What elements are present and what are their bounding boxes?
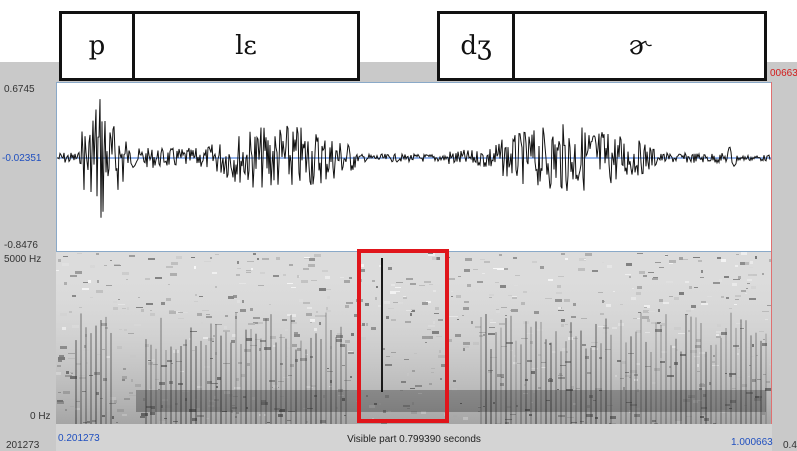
clipped-start-label: 201273 [6,440,40,451]
waveform-trace [57,99,771,218]
spectrogram-graph [56,252,772,424]
right-boundary-line [771,82,772,424]
spectrogram-shading [56,252,772,424]
wave-min-label: -0.8476 [4,240,38,251]
spectrogram-panel[interactable] [56,252,772,424]
selection-highlight[interactable] [357,249,449,423]
waveform-panel[interactable] [56,82,772,252]
segment-label: dʒ [460,31,492,61]
segment-label: p [88,31,106,61]
right-axis-gutter [772,62,797,451]
timeline-end: 1.000663 [731,437,773,448]
timeline-bar[interactable]: 0.201273 Visible part 0.799390 seconds 1… [56,424,773,451]
segment-label: lɛ [235,31,257,61]
segment-er[interactable]: ɚ [512,11,767,81]
segment-label: ɚ [628,31,651,61]
spectrogram-min-label: 0 Hz [30,411,51,422]
left-axis-gutter [0,62,56,451]
spectrogram-max-label: 5000 Hz [4,254,42,265]
segment-le[interactable]: lɛ [132,11,360,81]
clipped-end-label: 00663 [770,68,797,79]
visible-part-label: Visible part 0.799390 seconds [347,434,481,445]
clipped-end-bottom-label: 0.4 [783,440,797,451]
timeline-start: 0.201273 [58,433,100,444]
segment-p[interactable]: p [59,11,135,81]
wave-max-label: 0.6745 [4,84,35,95]
segment-dzh[interactable]: dʒ [437,11,515,81]
wave-mid-label: -0.02351 [2,153,42,164]
waveform-graph [57,99,771,218]
